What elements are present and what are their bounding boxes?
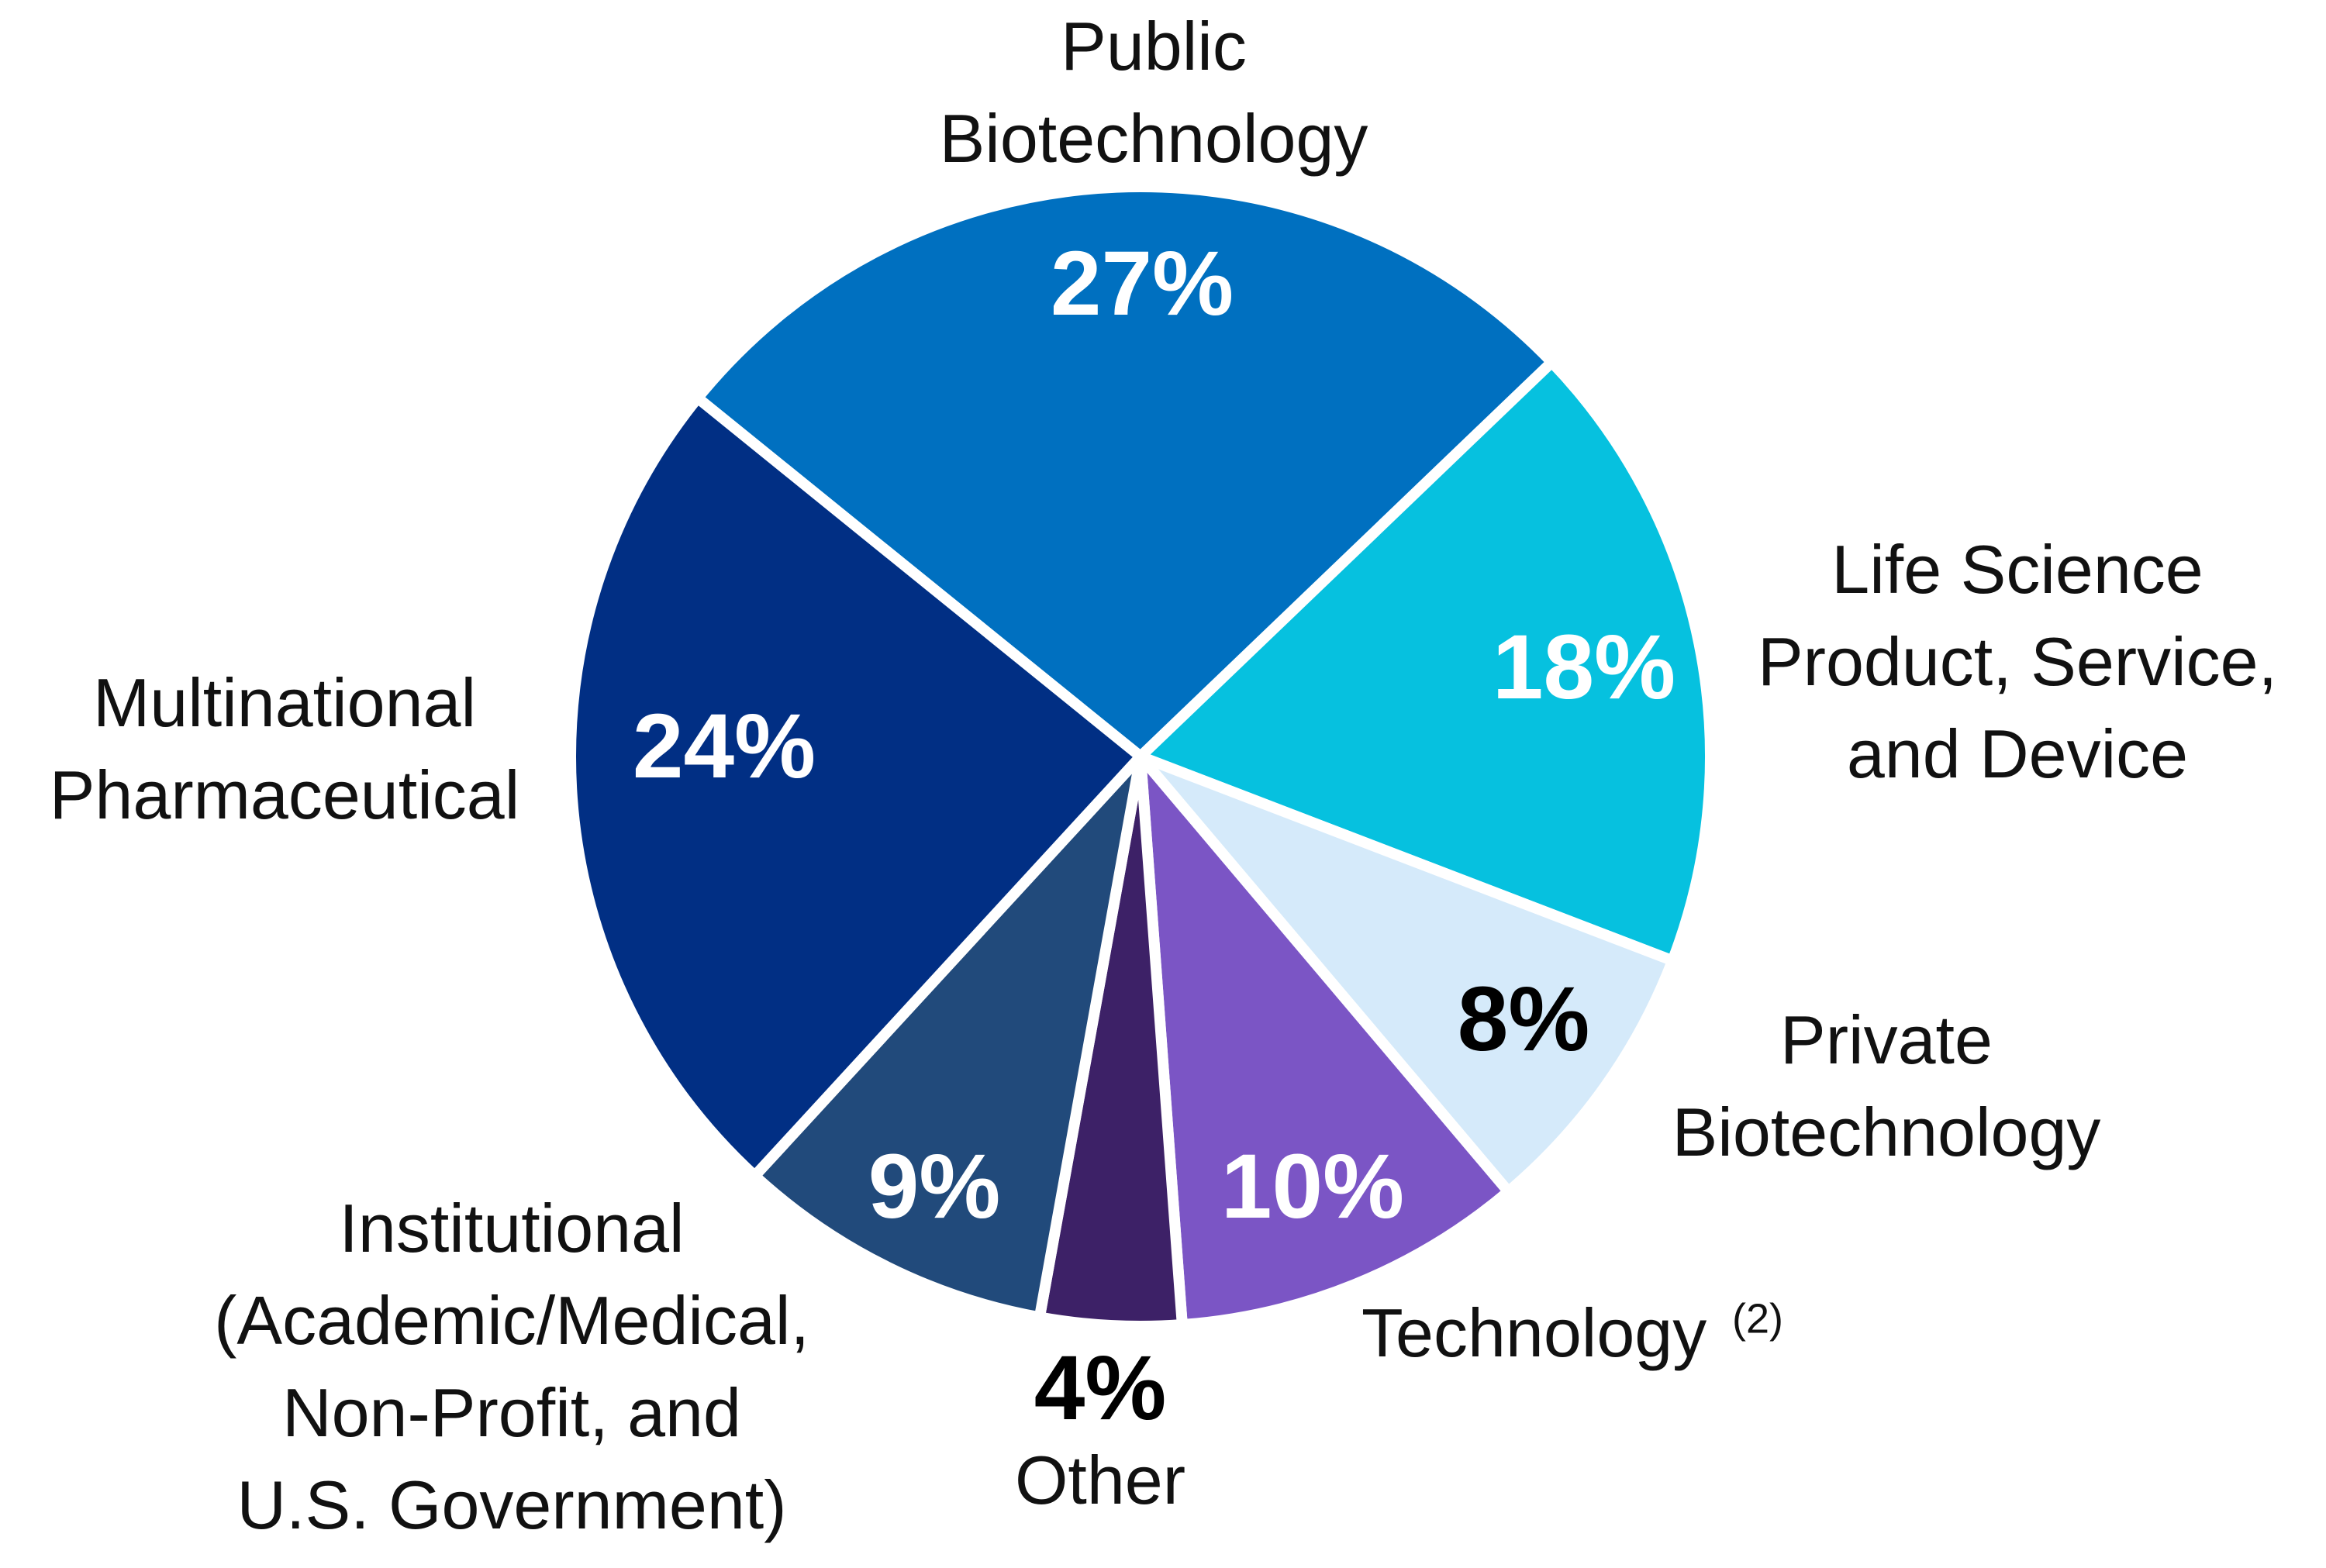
category-label-line: Product, Service, — [1758, 623, 2277, 700]
category-label-line: Biotechnology — [940, 100, 1368, 177]
category-label: Public Biotechnology — [940, 8, 1368, 177]
category-label: Technology — [1361, 1294, 1707, 1371]
category-label: Private Biotechnology — [1672, 1001, 2101, 1170]
value-label: 9% — [868, 1136, 1001, 1238]
pie-slice — [692, 181, 1558, 762]
category-label: Institutional (Academic/Medical, Non-Profi… — [214, 1190, 809, 1543]
category-label-line: Private — [1780, 1001, 1993, 1078]
value-label: 8% — [1458, 968, 1590, 1070]
value-label: 4% — [1034, 1337, 1167, 1439]
value-label: 24% — [633, 695, 816, 798]
category-label-line: Institutional — [339, 1190, 684, 1266]
category-label-line: Non-Profit, and — [282, 1374, 741, 1451]
category-superscript: (2) — [1732, 1295, 1783, 1342]
pie-slice — [1135, 751, 1514, 1331]
category-label: Other — [1015, 1442, 1185, 1518]
pie-slice — [565, 392, 1146, 1182]
pie-slice — [749, 751, 1146, 1323]
category-label-line: Other — [1015, 1442, 1185, 1518]
pie-slice — [1135, 751, 1679, 1198]
category-label-line: Public — [1061, 8, 1247, 84]
value-label: 10% — [1221, 1136, 1404, 1238]
category-label-line: and Device — [1847, 715, 2188, 792]
category-label-line: Life Science — [1831, 531, 2203, 608]
category-label-line: (Academic/Medical, — [214, 1282, 809, 1359]
category-label-line: Pharmaceutical — [50, 756, 520, 833]
category-label-line: Biotechnology — [1672, 1094, 2101, 1170]
category-label-line: U.S. Government) — [236, 1466, 786, 1543]
value-label: 27% — [1051, 233, 1234, 335]
category-label-line: Multinational — [93, 664, 476, 741]
value-label: 18% — [1493, 616, 1675, 719]
category-label-line: Technology — [1361, 1294, 1707, 1371]
category-label: Multinational Pharmaceutical — [50, 664, 520, 833]
category-label: Life Science Product, Service, and Device — [1758, 531, 2277, 792]
